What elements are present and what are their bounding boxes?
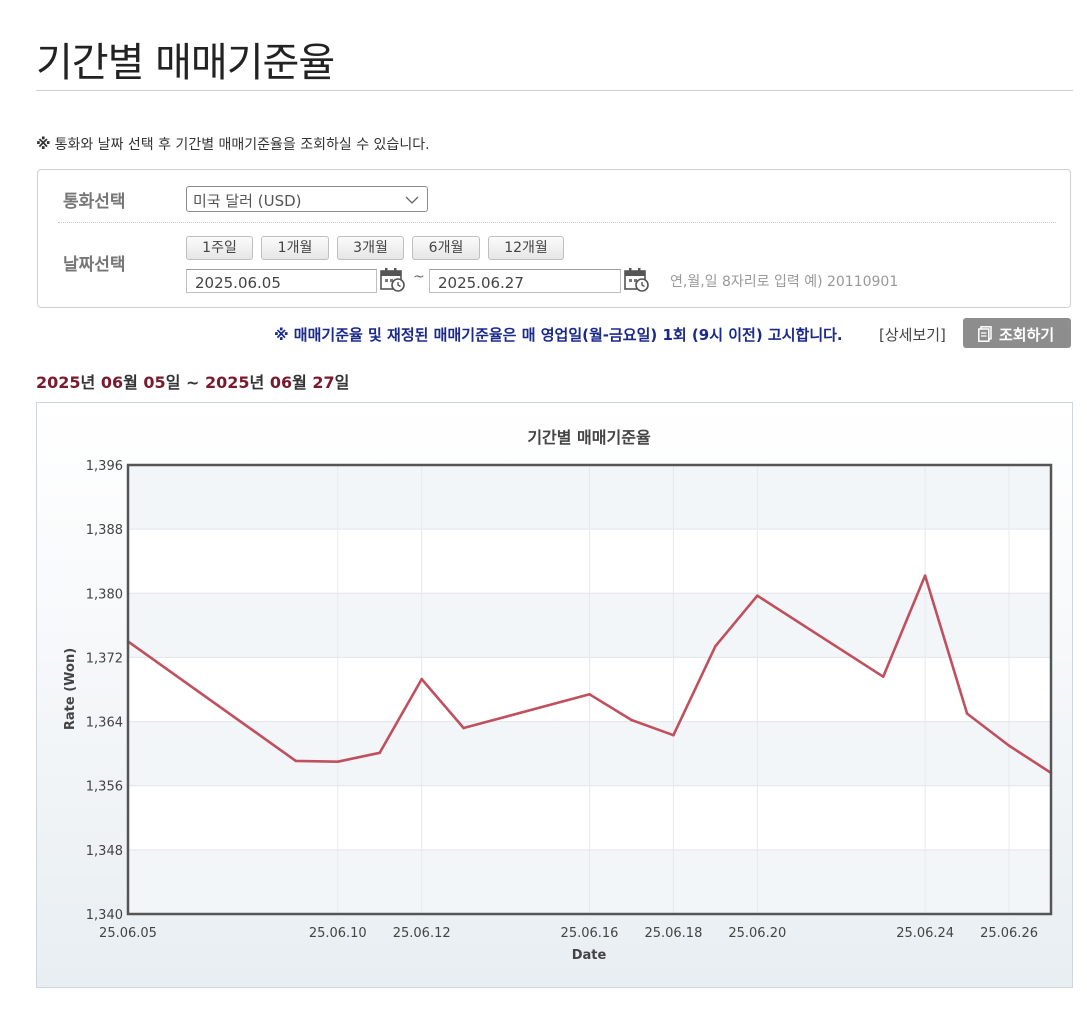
end-date-input[interactable]: 2025.06.27: [429, 269, 621, 293]
range-year-suffix: 년: [80, 373, 96, 392]
y-tick-label: 1,372: [86, 651, 123, 666]
data-point: [336, 760, 340, 763]
announcement-text: ※ 매매기준율 및 재정된 매매기준율은 매 영업일(월-금요일) 1회 (9시…: [274, 326, 843, 344]
page-title: 기간별 매매기준율: [36, 40, 335, 86]
x-tick-label: 25.06.10: [309, 926, 367, 941]
rate-line-chart: 기간별 매매기준율 1,340 1,348 1,356 1,364 1,372 1,380…: [63, 428, 1053, 963]
range-separator: ~: [186, 373, 200, 392]
period-3month-button[interactable]: 3개월: [337, 236, 404, 260]
period-1month-button[interactable]: 1개월: [261, 236, 329, 260]
range-end-month: 06: [269, 373, 293, 392]
range-day-suffix: 일: [334, 373, 350, 392]
x-tick-label: 25.06.26: [980, 926, 1038, 941]
range-month-suffix: 월: [292, 373, 307, 392]
period-12month-button[interactable]: 12개월: [488, 236, 564, 260]
data-point: [923, 574, 927, 577]
data-point: [588, 693, 591, 696]
period-1week-button[interactable]: 1주일: [186, 236, 253, 260]
x-tick-label: 25.06.05: [99, 926, 157, 941]
detail-link[interactable]: [상세보기]: [879, 326, 946, 344]
y-tick-label: 1,340: [86, 908, 123, 923]
currency-select[interactable]: 미국 달러 (USD): [186, 186, 428, 212]
plot-border: [126, 463, 1053, 916]
x-tick-label: 25.06.24: [896, 926, 954, 941]
search-button-label: 조회하기: [999, 326, 1055, 344]
grid-lines: [127, 464, 1051, 915]
currency-selected-value: 미국 달러 (USD): [193, 192, 302, 210]
start-date-input[interactable]: 2025.06.05: [186, 269, 377, 293]
range-day-suffix: 일: [165, 373, 181, 392]
y-tick-label: 1,356: [86, 780, 123, 795]
y-tick-label: 1,348: [86, 844, 123, 859]
date-label: 날짜선택: [63, 255, 126, 275]
notice-mark: ※: [36, 135, 51, 153]
data-point: [965, 712, 969, 715]
range-start-year: 2025: [36, 373, 81, 392]
data-point: [420, 677, 423, 681]
notice: ※ 통화와 날짜 선택 후 기간별 매매기준율을 조회하실 수 있습니다.: [36, 134, 430, 154]
x-axis-ticks: 25.06.05 25.06.10 25.06.12 25.06.16 25.06.18…: [99, 926, 1038, 941]
data-point: [881, 675, 885, 678]
range-year-suffix: 년: [249, 373, 265, 392]
y-tick-label: 1,364: [86, 716, 123, 731]
x-axis-label: Date: [572, 948, 607, 963]
y-tick-label: 1,396: [86, 459, 123, 474]
data-point: [462, 726, 465, 730]
search-button[interactable]: 조회하기: [963, 318, 1071, 348]
chart-title: 기간별 매매기준율: [527, 428, 651, 447]
chevron-down-icon: [405, 188, 419, 214]
chart-panel: 기간별 매매기준율 1,340 1,348 1,356 1,364 1,372 1,380…: [36, 402, 1073, 988]
title-divider: [36, 90, 1073, 91]
search-panel: 통화선택 미국 달러 (USD) 날짜선택 1주일 1개월 3개월 6개월 12…: [37, 169, 1071, 308]
currency-label: 통화선택: [63, 192, 126, 212]
data-point: [714, 644, 717, 648]
data-point: [630, 718, 633, 722]
x-tick-label: 25.06.16: [561, 926, 619, 941]
data-point: [294, 759, 298, 763]
date-format-hint: 연,월,일 8자리로 입력 예) 20110901: [670, 274, 899, 290]
row-divider: [58, 222, 1056, 223]
data-point: [756, 594, 759, 597]
data-point: [1007, 744, 1011, 747]
x-tick-label: 25.06.12: [393, 926, 451, 941]
range-month-suffix: 월: [123, 373, 138, 392]
notice-text: 통화와 날짜 선택 후 기간별 매매기준율을 조회하실 수 있습니다.: [54, 137, 430, 153]
date-separator: ~: [413, 269, 425, 285]
y-tick-label: 1,388: [86, 523, 123, 538]
document-icon: [978, 326, 992, 346]
y-tick-label: 1,380: [86, 587, 123, 602]
calendar-icon[interactable]: [624, 267, 650, 293]
period-6month-button[interactable]: 6개월: [412, 236, 480, 260]
data-point: [378, 751, 382, 755]
range-end-year: 2025: [204, 373, 250, 392]
x-tick-label: 25.06.18: [644, 926, 702, 941]
y-axis-label: Rate (Won): [63, 648, 78, 730]
x-tick-label: 25.06.20: [728, 926, 786, 941]
range-start-month: 06: [100, 373, 124, 392]
y-axis-ticks: 1,340 1,348 1,356 1,364 1,372 1,380 1,388 1,396: [86, 459, 123, 923]
calendar-icon[interactable]: [380, 267, 406, 293]
series-line: [127, 574, 1052, 774]
range-start-day: 05: [143, 373, 166, 392]
selected-range: 2025년 06월 05일 ~ 2025년 06월 27일: [36, 369, 349, 393]
data-point: [672, 733, 675, 737]
range-end-day: 27: [312, 373, 335, 392]
